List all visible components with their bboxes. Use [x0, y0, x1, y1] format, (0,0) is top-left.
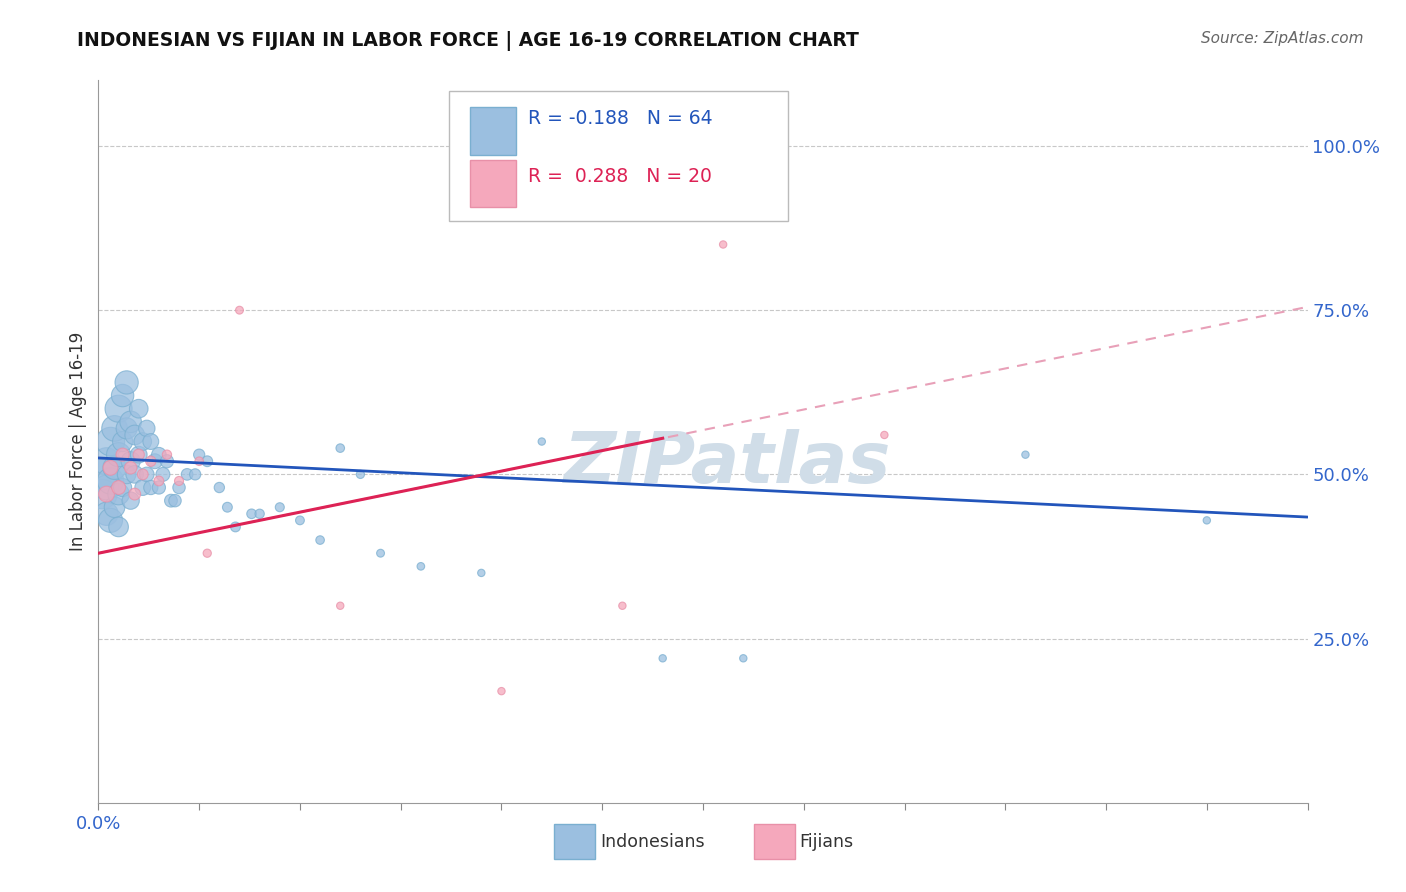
- Point: [148, 474, 170, 488]
- FancyBboxPatch shape: [470, 160, 516, 208]
- Point: [156, 448, 179, 462]
- Point: [100, 460, 122, 475]
- Text: ZIPatlas: ZIPatlas: [564, 429, 891, 498]
- Point: [132, 467, 155, 482]
- Point: [103, 421, 125, 435]
- Point: [128, 448, 150, 462]
- Point: [111, 434, 134, 449]
- Point: [530, 434, 553, 449]
- Point: [111, 388, 134, 402]
- Point: [120, 460, 142, 475]
- Point: [135, 467, 157, 482]
- Point: [208, 481, 231, 495]
- Point: [103, 460, 125, 475]
- Text: INDONESIAN VS FIJIAN IN LABOR FORCE | AGE 16-19 CORRELATION CHART: INDONESIAN VS FIJIAN IN LABOR FORCE | AG…: [77, 31, 859, 51]
- Point: [96, 487, 118, 501]
- Point: [329, 441, 352, 455]
- Point: [148, 448, 170, 462]
- FancyBboxPatch shape: [449, 91, 787, 221]
- Point: [107, 487, 129, 501]
- FancyBboxPatch shape: [754, 824, 794, 859]
- Point: [224, 520, 246, 534]
- Point: [470, 566, 492, 580]
- Point: [115, 376, 138, 390]
- Point: [115, 421, 138, 435]
- Point: [115, 467, 138, 482]
- Point: [143, 454, 166, 468]
- Point: [309, 533, 332, 547]
- Point: [124, 487, 146, 501]
- Point: [148, 481, 170, 495]
- Point: [1195, 513, 1218, 527]
- Point: [96, 454, 118, 468]
- Point: [139, 434, 162, 449]
- FancyBboxPatch shape: [554, 824, 595, 859]
- Point: [135, 421, 157, 435]
- FancyBboxPatch shape: [470, 107, 516, 154]
- Point: [163, 493, 186, 508]
- Point: [124, 428, 146, 442]
- Point: [96, 507, 118, 521]
- Point: [120, 493, 142, 508]
- Point: [103, 500, 125, 515]
- Point: [124, 467, 146, 482]
- Point: [139, 454, 162, 468]
- Point: [612, 599, 634, 613]
- Point: [329, 599, 352, 613]
- Point: [184, 467, 207, 482]
- Point: [240, 507, 263, 521]
- Point: [91, 487, 114, 501]
- Point: [132, 434, 155, 449]
- Point: [91, 467, 114, 482]
- Y-axis label: In Labor Force | Age 16-19: In Labor Force | Age 16-19: [69, 332, 87, 551]
- Text: Source: ZipAtlas.com: Source: ZipAtlas.com: [1201, 31, 1364, 46]
- Point: [176, 467, 198, 482]
- Point: [120, 415, 142, 429]
- Point: [107, 448, 129, 462]
- Point: [139, 481, 162, 495]
- Point: [111, 481, 134, 495]
- Point: [1014, 448, 1036, 462]
- Point: [107, 401, 129, 416]
- Point: [873, 428, 896, 442]
- Point: [100, 474, 122, 488]
- Point: [120, 454, 142, 468]
- Text: R = -0.188   N = 64: R = -0.188 N = 64: [527, 109, 713, 128]
- Point: [128, 401, 150, 416]
- Point: [107, 520, 129, 534]
- Point: [288, 513, 311, 527]
- Point: [96, 481, 118, 495]
- Point: [370, 546, 392, 560]
- Point: [132, 481, 155, 495]
- Point: [249, 507, 271, 521]
- Point: [651, 651, 673, 665]
- Point: [217, 500, 239, 515]
- Text: R =  0.288   N = 20: R = 0.288 N = 20: [527, 167, 711, 186]
- Point: [711, 237, 734, 252]
- Point: [128, 448, 150, 462]
- Point: [195, 454, 218, 468]
- Point: [349, 467, 371, 482]
- Point: [100, 513, 122, 527]
- Point: [269, 500, 291, 515]
- Point: [228, 303, 250, 318]
- Point: [111, 448, 134, 462]
- Point: [160, 493, 183, 508]
- Point: [733, 651, 755, 665]
- Text: Indonesians: Indonesians: [600, 833, 704, 851]
- Point: [156, 454, 179, 468]
- Point: [409, 559, 432, 574]
- Point: [188, 448, 211, 462]
- Point: [195, 546, 218, 560]
- Point: [107, 481, 129, 495]
- Point: [100, 434, 122, 449]
- Point: [491, 684, 513, 698]
- Text: Fijians: Fijians: [800, 833, 853, 851]
- Point: [188, 454, 211, 468]
- Point: [152, 467, 174, 482]
- Point: [167, 474, 190, 488]
- Point: [167, 481, 190, 495]
